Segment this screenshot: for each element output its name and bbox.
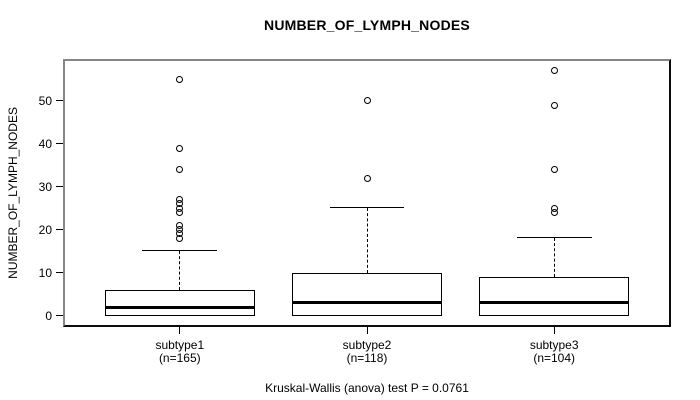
- x-tick-label-subtype1: subtype1 (n=165): [110, 339, 250, 364]
- upper-whisker-cap: [142, 250, 218, 252]
- y-tick-label: 0: [45, 308, 52, 323]
- y-tick-mark: [56, 228, 63, 230]
- outlier-point: [550, 101, 558, 109]
- y-tick-mark: [56, 142, 63, 144]
- group-count-label: (n=104): [533, 350, 576, 365]
- y-tick-mark: [56, 99, 63, 101]
- outlier-point: [176, 165, 184, 173]
- upper-whisker-cap: [329, 207, 405, 209]
- upper-whisker-line: [366, 208, 368, 273]
- y-tick-label: 30: [38, 179, 52, 194]
- outlier-point: [176, 75, 184, 83]
- upper-whisker-line: [179, 251, 181, 290]
- group-label: subtype1: [155, 338, 205, 352]
- x-tick-label-subtype2: subtype2 (n=118): [297, 339, 437, 364]
- y-tick-label: 40: [38, 136, 52, 151]
- outlier-point: [550, 67, 558, 75]
- median-line-subtype2: [292, 301, 442, 305]
- group-count-label: (n=165): [158, 350, 201, 365]
- chart-title: NUMBER_OF_LYMPH_NODES: [264, 17, 470, 33]
- x-tick-mark: [553, 327, 555, 334]
- outlier-point: [363, 174, 371, 182]
- upper-whisker-cap: [516, 237, 592, 239]
- stat-test-annotation: Kruskal-Wallis (anova) test P = 0.0761: [265, 381, 469, 395]
- outlier-point: [176, 144, 184, 152]
- y-tick-label: 20: [38, 222, 52, 237]
- y-tick-mark: [56, 185, 63, 187]
- box-subtype2: [292, 272, 442, 316]
- group-label: subtype3: [529, 338, 579, 352]
- outlier-point: [550, 204, 558, 212]
- y-tick-mark: [56, 271, 63, 273]
- group-count-label: (n=118): [346, 350, 388, 365]
- outlier-point: [176, 221, 184, 229]
- group-label: subtype2: [342, 338, 392, 352]
- upper-whisker-line: [553, 238, 555, 277]
- outlier-point: [550, 165, 558, 173]
- median-line-subtype1: [104, 305, 255, 309]
- box-subtype1: [104, 289, 255, 316]
- median-line-subtype3: [479, 301, 630, 305]
- outlier-point: [176, 196, 184, 204]
- y-tick-label: 50: [38, 93, 52, 108]
- outlier-point: [363, 97, 371, 105]
- y-tick-mark: [56, 314, 63, 316]
- x-tick-mark: [366, 327, 368, 334]
- x-tick-label-subtype3: subtype3 (n=104): [484, 339, 624, 364]
- y-tick-label: 10: [38, 265, 52, 280]
- box-subtype3: [479, 276, 630, 316]
- x-tick-mark: [179, 327, 181, 334]
